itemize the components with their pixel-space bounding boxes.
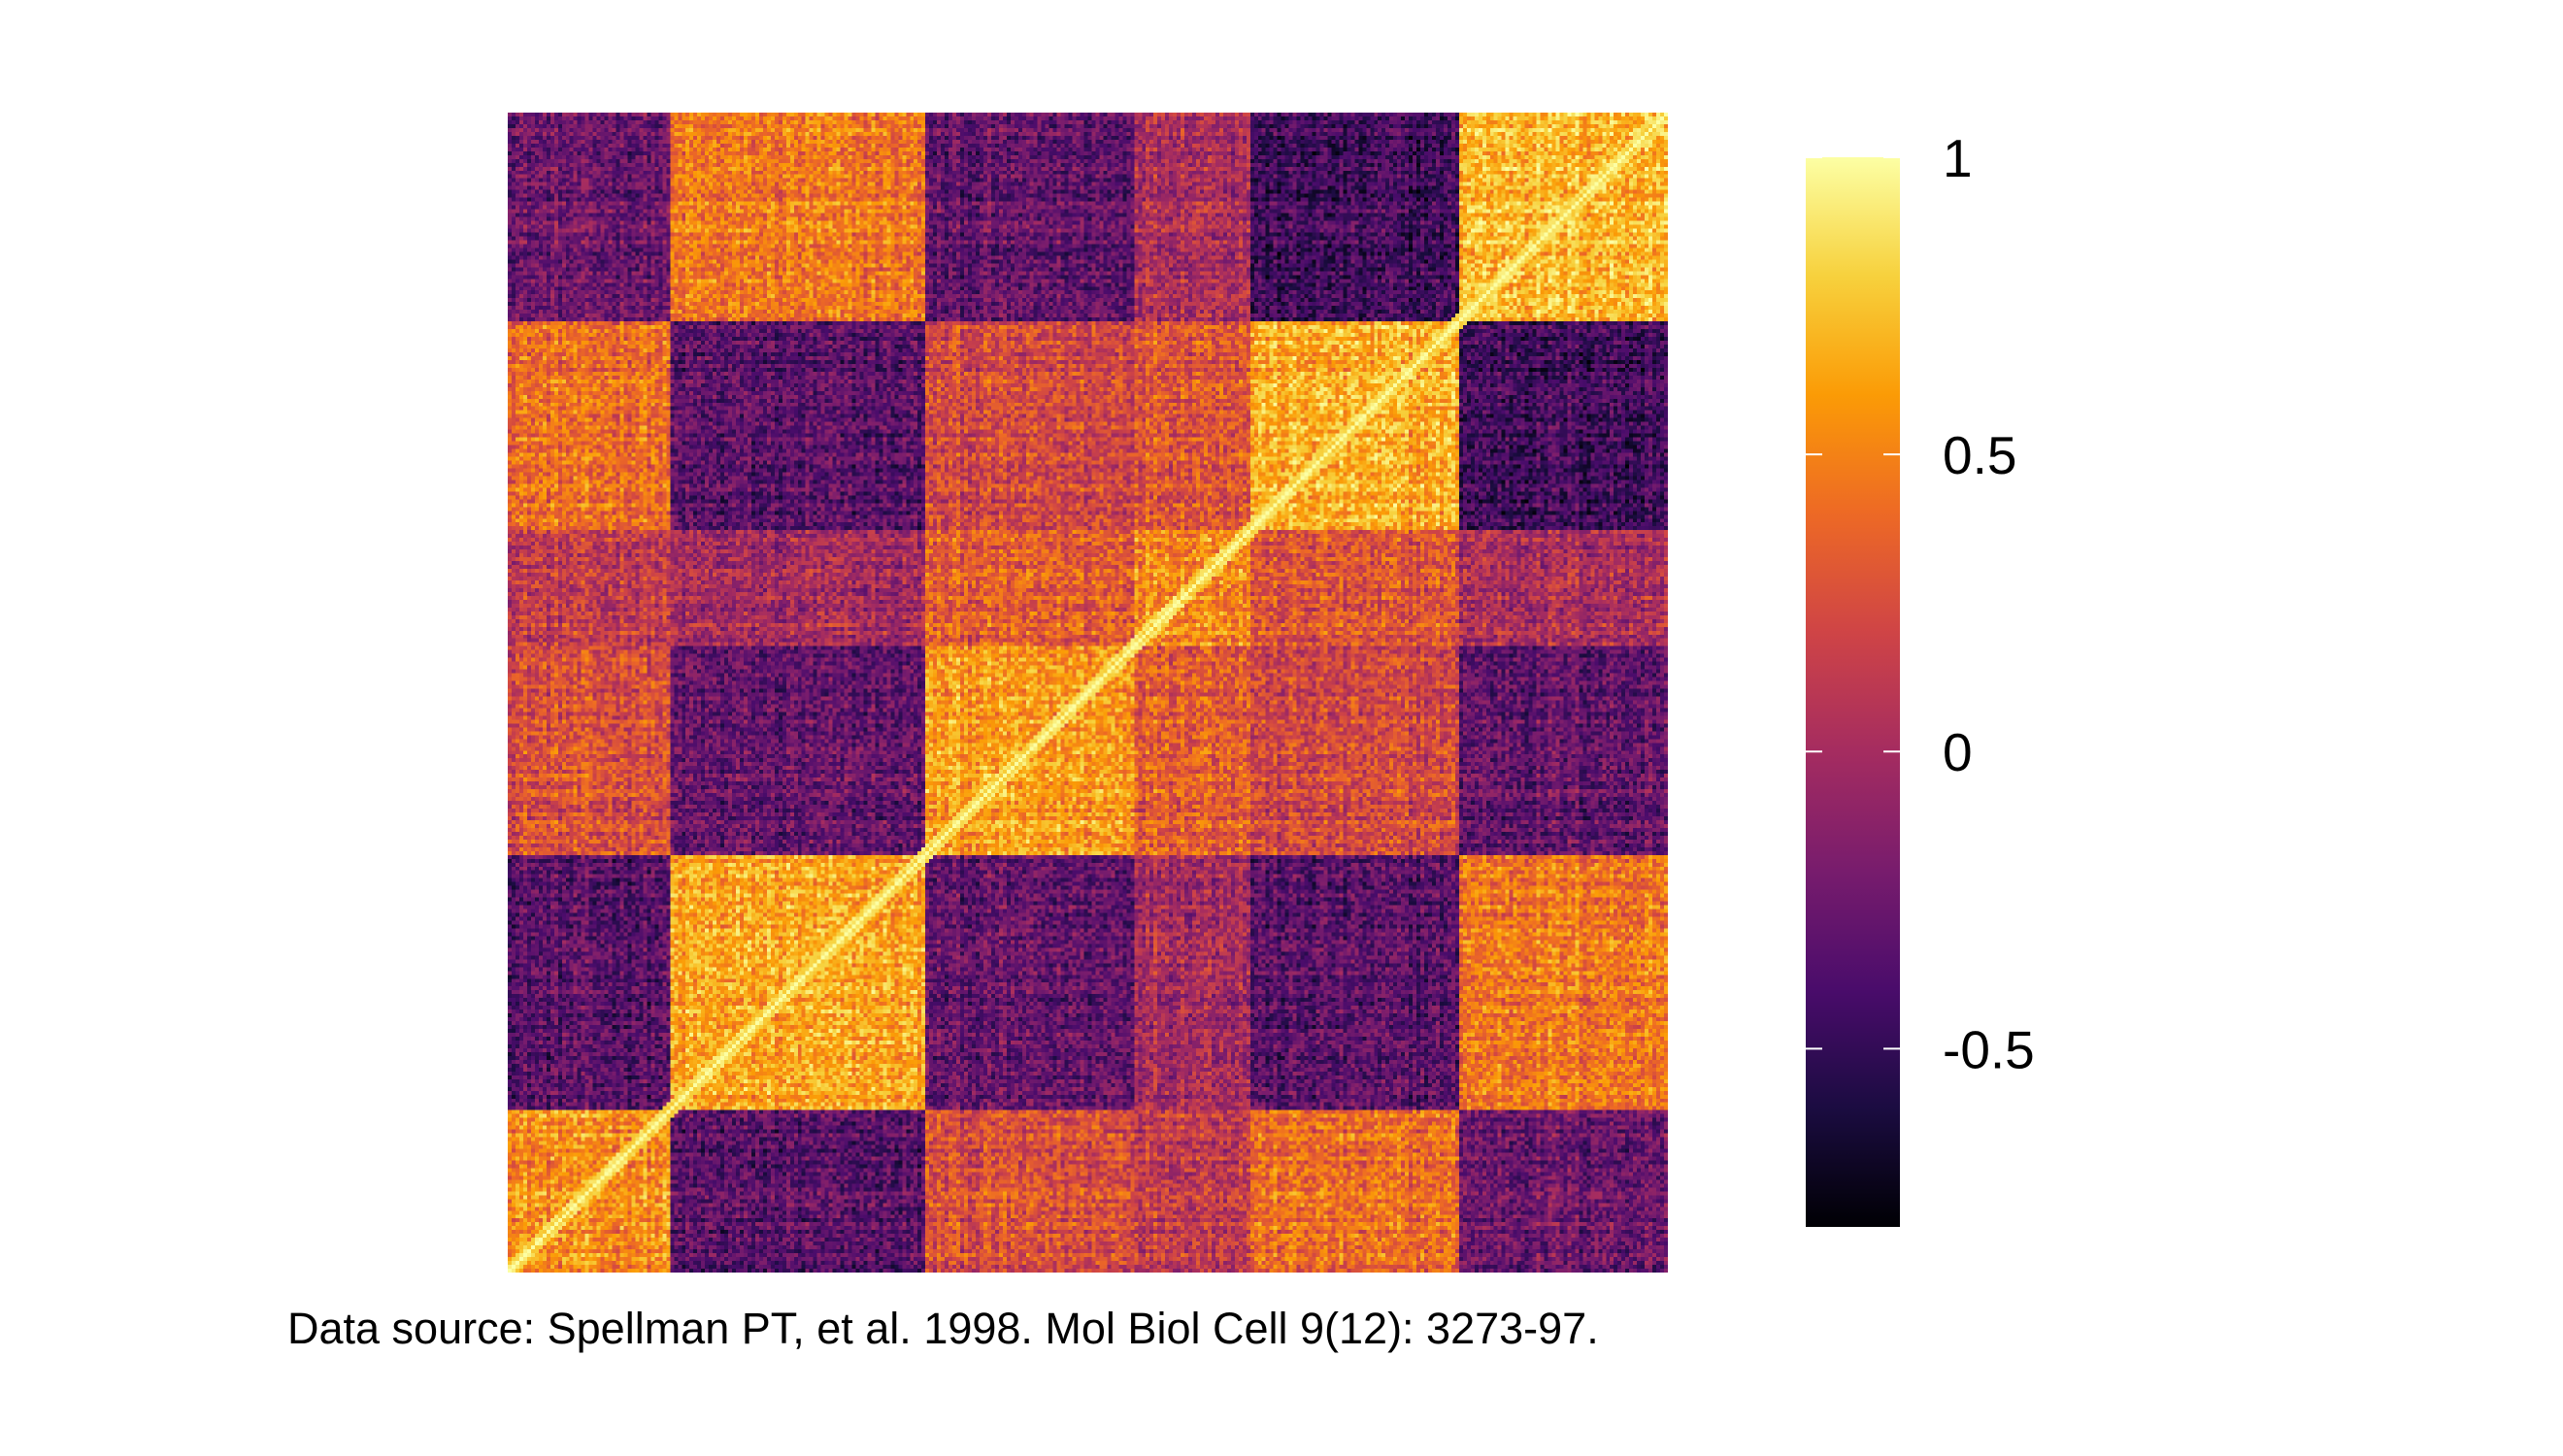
colorbar-ticks [1806, 156, 1900, 1050]
colorbar-tick-labels: 1 0.5 0 -0.5 [1943, 128, 2035, 1079]
colorbar-tick-label: 0.5 [1943, 425, 2016, 485]
colorbar-gradient [1806, 157, 1900, 1227]
colorbar-tick-label: 1 [1943, 128, 1973, 188]
colorbar-tick-label: -0.5 [1943, 1019, 2035, 1079]
colorbar-tick-label: 0 [1943, 722, 1973, 782]
correlation-heatmap [508, 113, 1668, 1273]
data-source-caption: Data source: Spellman PT, et al. 1998. M… [287, 1304, 1599, 1353]
